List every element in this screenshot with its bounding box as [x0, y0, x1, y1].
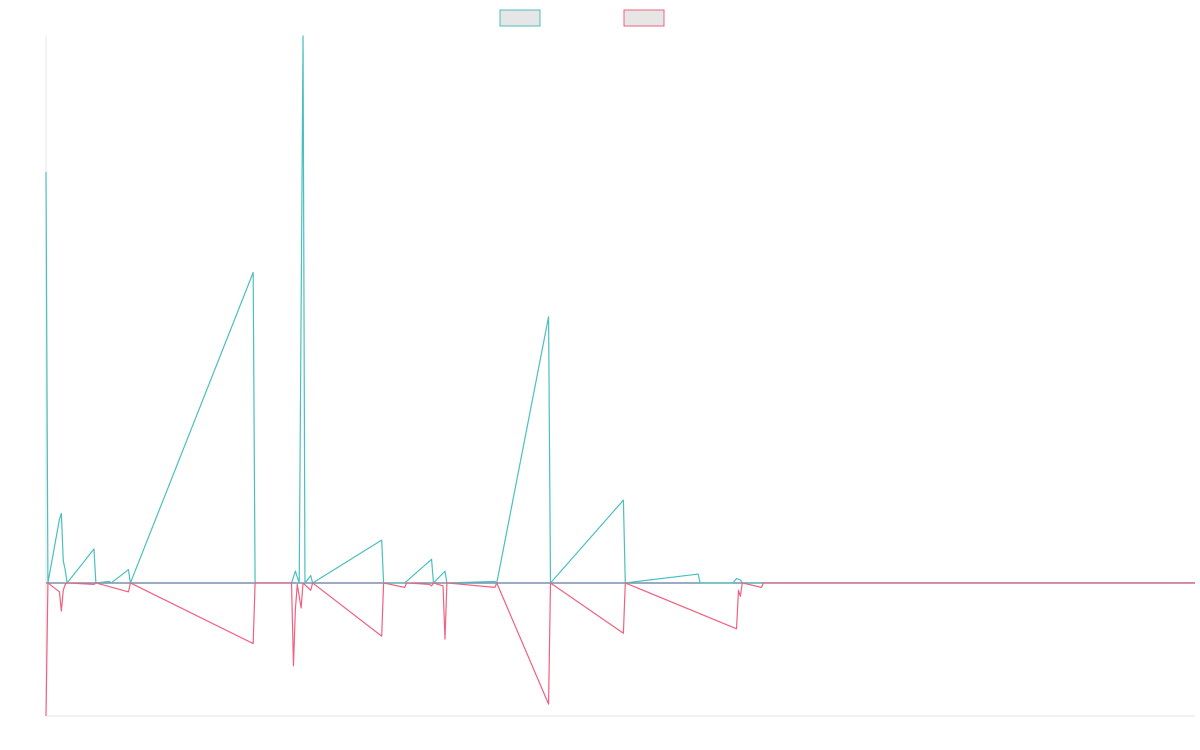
legend-swatch-series-2[interactable]	[623, 9, 665, 27]
legend-swatch-series-1[interactable]	[499, 9, 541, 27]
series-2-line	[45, 582, 1195, 717]
series-layer	[45, 35, 1195, 717]
legend	[499, 9, 665, 27]
series-1-line	[45, 35, 1195, 584]
